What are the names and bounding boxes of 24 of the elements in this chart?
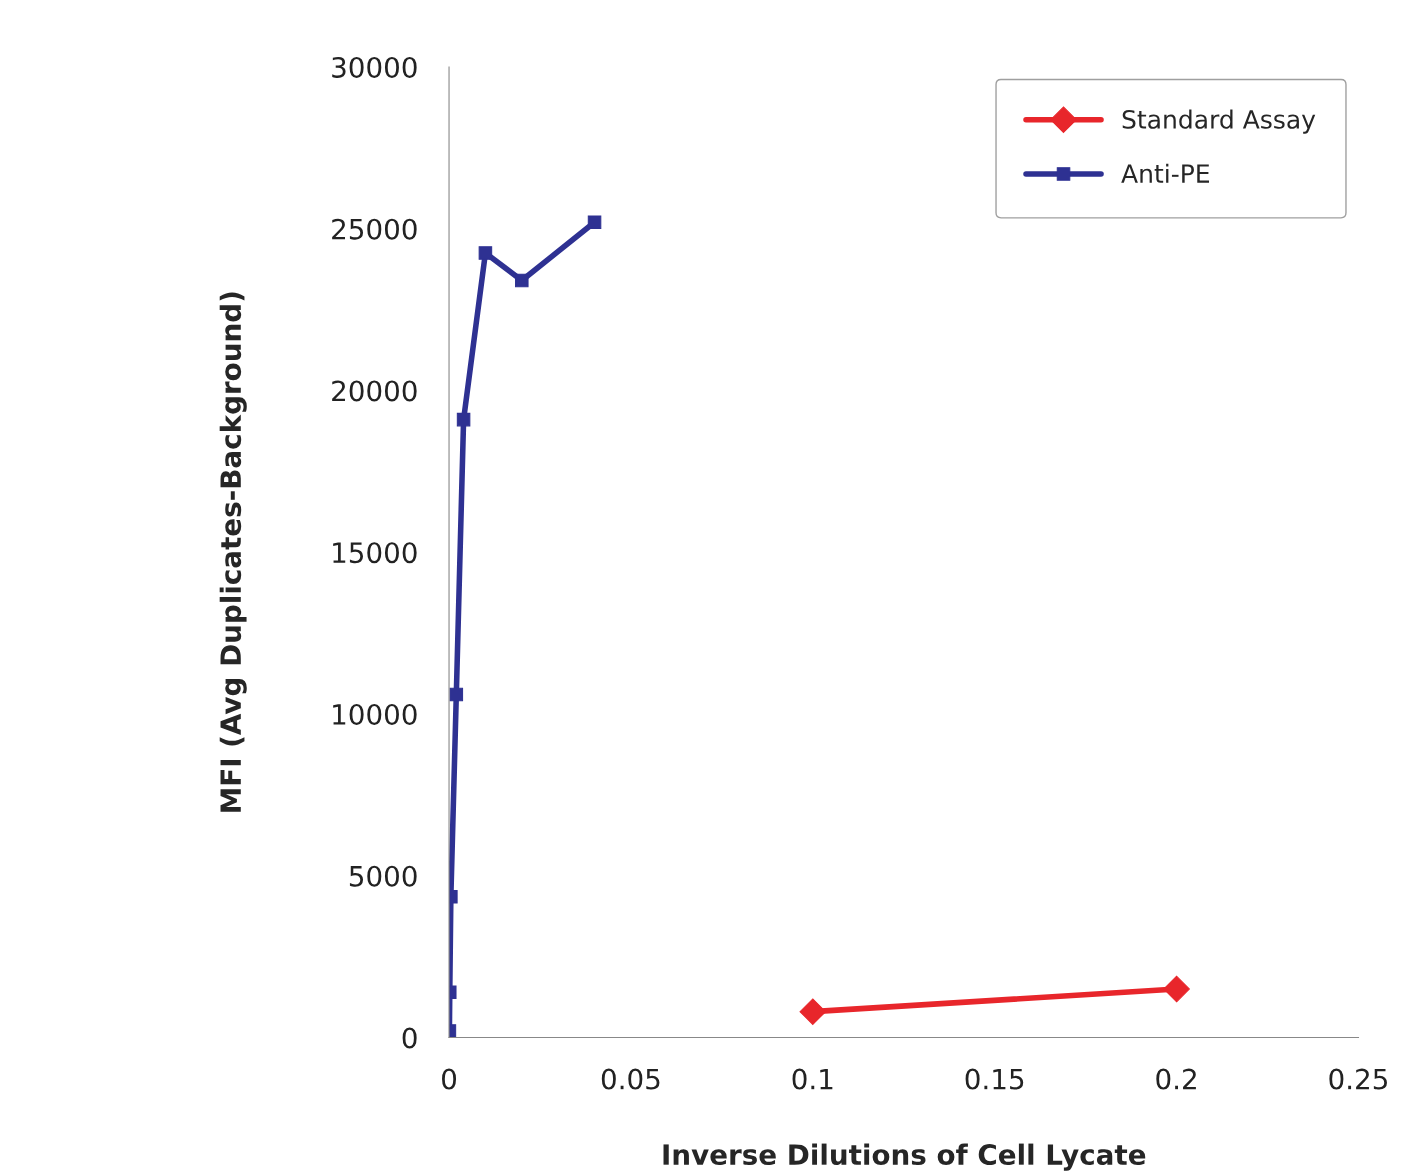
x-tick-label: 0 [442,1068,457,1090]
x-tick-label: 0.25 [1329,1068,1387,1090]
y-tick-label: 20000 [332,380,417,402]
point [587,215,602,230]
y-tick-label: 10000 [333,703,417,725]
y-tick-label: 30000 [332,56,417,78]
point [1163,975,1190,1003]
x-tick-label: 0.1 [792,1068,833,1090]
point [449,687,464,702]
point [799,998,827,1025]
y-tick-label: 15000 [333,542,417,564]
legend-label: Anti-PE [1121,163,1210,183]
legend-label: Standard Assay [1122,109,1316,134]
point [456,412,471,427]
x-tick-label: 0.2 [1156,1068,1196,1090]
x-tick-label: 0.05 [601,1068,660,1090]
y-tick-label: 25000 [332,218,417,240]
x-axis-title: Inverse Dilutions of Cell Lycate [663,1143,1146,1171]
y-tick-label: 5000 [349,865,417,887]
y-axis-title: MFI (Avg Duplicates-Background) [219,292,247,812]
point [515,273,529,288]
x-tick-label: 0.15 [965,1068,1024,1090]
y-tick-label: 0 [402,1027,417,1049]
point [478,246,493,260]
